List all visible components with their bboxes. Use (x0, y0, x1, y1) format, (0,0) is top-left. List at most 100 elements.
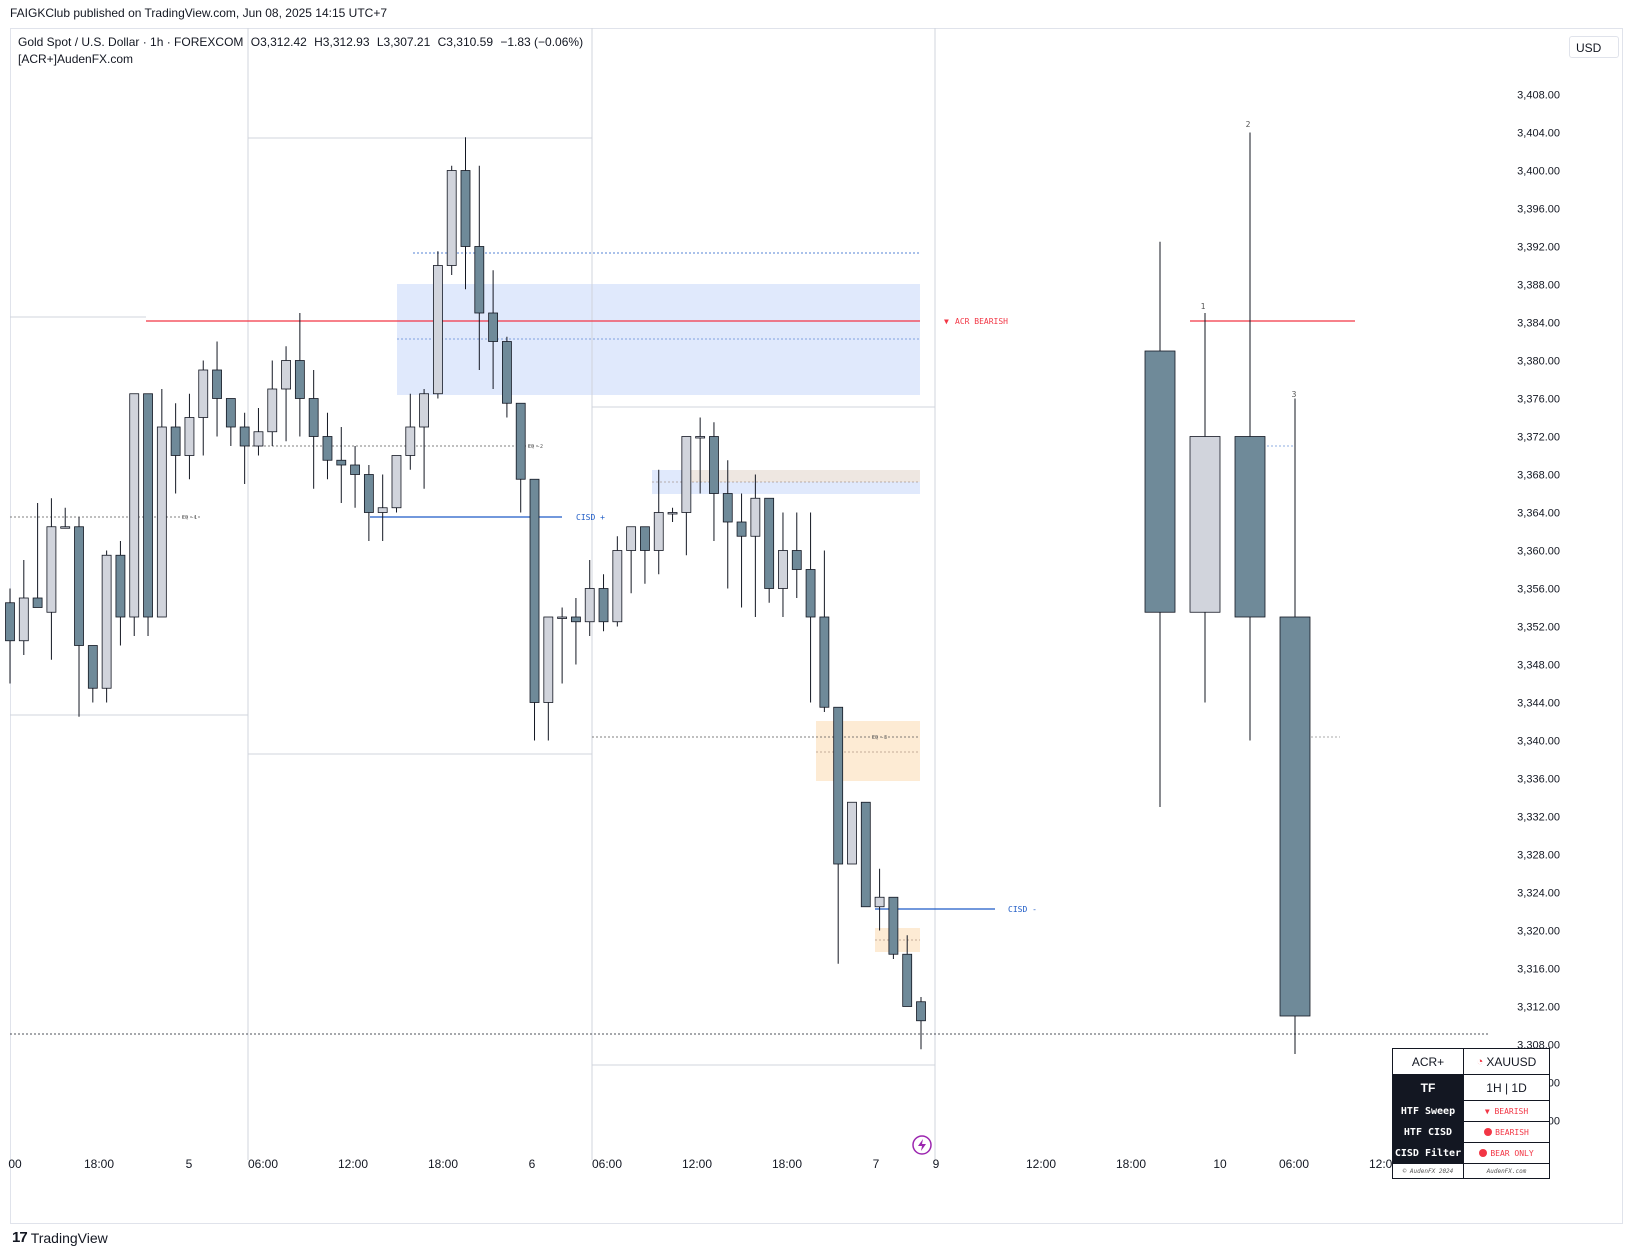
time-tick-label: 06:00 (1279, 1157, 1309, 1171)
candle (819, 550, 830, 712)
candle-body (115, 554, 126, 618)
candle-body (363, 474, 374, 513)
ob-zone-inner (688, 470, 920, 482)
candle (529, 478, 540, 741)
tradingview-logo-icon: 17 (12, 1229, 28, 1246)
candle-body (916, 1001, 926, 1022)
candle (253, 408, 264, 456)
candle (18, 560, 29, 655)
time-tick-label: 10 (1213, 1157, 1227, 1171)
candle (653, 469, 664, 575)
low-value: L3,307.21 (376, 35, 431, 49)
xauusd-icon: ◔ (1476, 1055, 1484, 1068)
symbol-title[interactable]: Gold Spot / U.S. Dollar · 1h · FOREXCOM (18, 35, 244, 49)
chart-legend: Gold Spot / U.S. Dollar · 1h · FOREXCOM … (18, 34, 583, 68)
footer-brand[interactable]: 17 TradingView (12, 1229, 108, 1246)
candle (363, 465, 374, 541)
time-tick-label: 18:00 (84, 1157, 114, 1171)
label-layer: ▼ ACR BEARISH CISD + CISD - EQ -1 EQ -2 … (182, 120, 1297, 914)
price-tick-label: 3,352.00 (1517, 622, 1560, 634)
price-tick-label: 3,348.00 (1517, 660, 1560, 672)
candle-body (819, 616, 830, 708)
currency-selector[interactable]: USD (1569, 36, 1619, 58)
price-tick-label: 3,312.00 (1517, 1002, 1560, 1014)
htf-sweep-label: HTF Sweep (1393, 1101, 1464, 1121)
candle (557, 607, 568, 684)
candle (502, 336, 512, 418)
candle-body (764, 497, 775, 589)
candle-body (653, 512, 664, 551)
price-tick-label: 3,328.00 (1517, 850, 1560, 862)
candle-body (5, 602, 15, 642)
price-axis: 3,408.00 3,404.00 3,400.00 3,396.00 3,392.00… (1517, 90, 1560, 1128)
candle-body (681, 436, 692, 513)
candle (308, 370, 319, 489)
candle (571, 598, 581, 665)
candle-body (667, 512, 678, 515)
price-tick-label: 3,336.00 (1517, 774, 1560, 786)
price-tick-label: 3,392.00 (1517, 242, 1560, 254)
candle (750, 474, 761, 617)
candle-body (874, 896, 885, 908)
acr-bearish-label: ▼ (944, 317, 949, 326)
candle-body (74, 526, 84, 646)
htf-candle-layer (1144, 132, 1311, 1054)
candle-body (184, 417, 195, 456)
time-tick-label: 12:00 (1026, 1157, 1056, 1171)
candle (888, 896, 899, 959)
candle-body (474, 246, 485, 314)
candle-body (612, 550, 623, 623)
candle (764, 497, 775, 603)
candle-body (377, 507, 388, 513)
cisd-plus-label: CISD + (576, 513, 605, 522)
htf-candle-body (1279, 616, 1311, 1017)
candle-body (709, 436, 719, 494)
candle-body (267, 388, 278, 433)
candle (87, 645, 98, 703)
close-value: C3,310.59 (437, 35, 493, 49)
candle-body (281, 360, 291, 390)
price-tick-label: 3,356.00 (1517, 584, 1560, 596)
candle-body (515, 402, 526, 480)
candle (184, 393, 195, 480)
candle (778, 512, 788, 617)
acr-info-table: ACR+ ◔ XAUUSD TF 1H | 1D HTF Sweep ▼ BEAR… (1392, 1048, 1550, 1179)
candle (350, 446, 360, 508)
candle-body (322, 436, 333, 461)
candle (239, 412, 250, 484)
price-tick-label: 3,364.00 (1517, 508, 1560, 520)
candle (598, 574, 609, 632)
candle (225, 398, 236, 446)
candle (612, 536, 623, 627)
candle-body (584, 588, 595, 623)
discount-zone (816, 721, 920, 781)
candle-body (902, 953, 913, 1007)
time-axis: 00 18:00 5 06:00 12:00 18:00 6 06:00 12:00 18:00 7… (8, 1157, 1489, 1171)
table-title: ACR+ (1393, 1049, 1464, 1074)
candle-body (750, 497, 761, 537)
indicator-title[interactable]: [ACR+]AudenFX.com (18, 52, 134, 66)
eq2-label: EQ -2 (528, 444, 543, 450)
copyright-label: © AudenFX 2024 (1393, 1164, 1464, 1178)
htf-sweep-value: ▼ BEARISH (1484, 1106, 1529, 1116)
price-tick-label: 3,384.00 (1517, 318, 1560, 330)
candle (709, 422, 719, 541)
price-tick-label: 3,344.00 (1517, 698, 1560, 710)
candle-body (860, 801, 871, 908)
candle (791, 512, 802, 598)
candle-body (460, 170, 471, 247)
price-tick-label: 3,368.00 (1517, 470, 1560, 482)
publisher-header: FAIGKClub published on TradingView.com, … (10, 6, 388, 20)
candle-body (736, 521, 747, 537)
candle-body (598, 588, 609, 623)
price-tick-label: 3,396.00 (1517, 204, 1560, 216)
price-tick-label: 3,380.00 (1517, 356, 1560, 368)
price-tick-label: 3,372.00 (1517, 432, 1560, 444)
htf-candle-body (1189, 436, 1221, 613)
candle (115, 541, 126, 646)
time-tick-label: 18:00 (772, 1157, 802, 1171)
candle-body (502, 341, 512, 404)
candle-body (791, 550, 802, 570)
candle-body (198, 369, 209, 418)
